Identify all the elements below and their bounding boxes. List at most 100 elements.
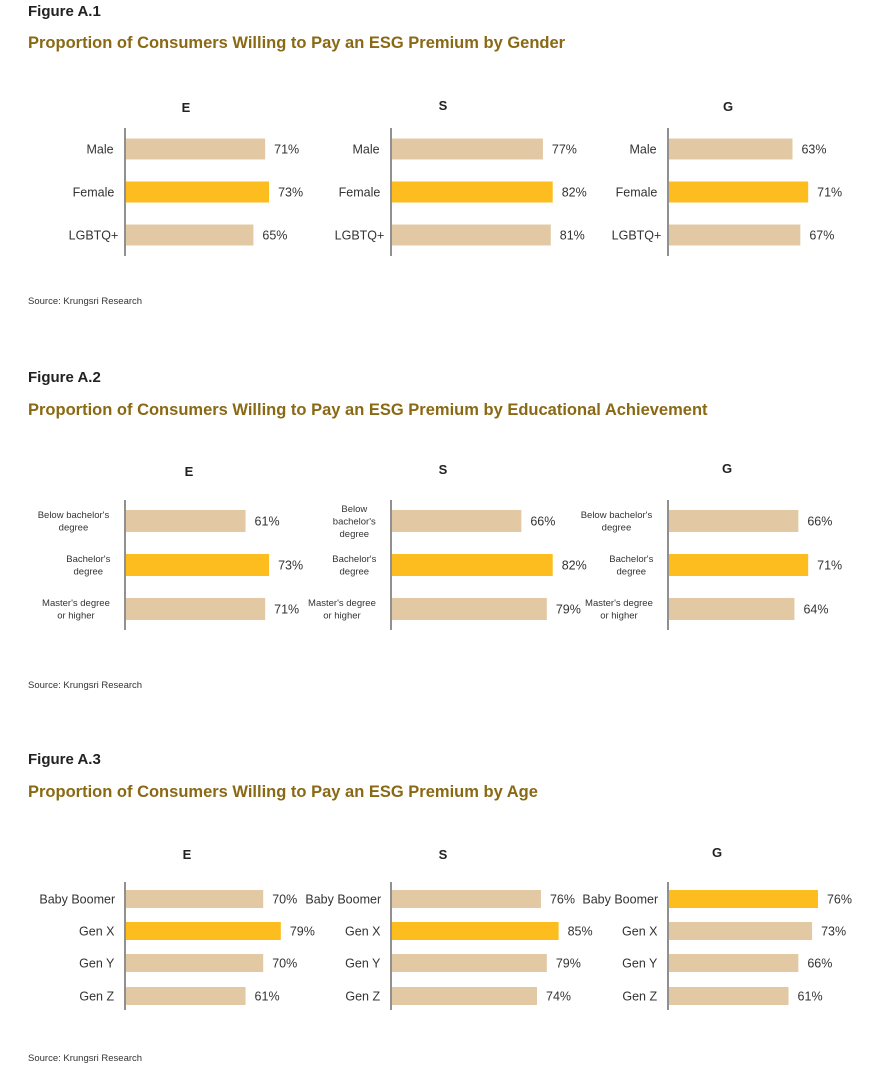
- bar: [669, 181, 809, 203]
- category-label-line: or higher: [57, 611, 95, 622]
- bar: [669, 138, 793, 160]
- bar: [126, 224, 254, 246]
- data-label: 71%: [817, 186, 842, 200]
- category-label: Baby Boomer: [39, 892, 115, 906]
- category-label-line: Male: [352, 142, 379, 156]
- figure-a1-source: Source: Krungsri Research: [28, 296, 143, 307]
- bar: [126, 954, 264, 972]
- category-label-line: degree: [59, 523, 89, 534]
- data-label: 79%: [556, 957, 581, 971]
- data-label: 73%: [278, 186, 303, 200]
- data-label: 70%: [272, 893, 297, 907]
- category-label-line: or higher: [600, 611, 638, 622]
- chart-title: E: [183, 847, 192, 862]
- category-label: Below bachelor's degree: [581, 510, 653, 534]
- chart-title: G: [712, 845, 722, 860]
- data-label: 63%: [801, 143, 826, 157]
- category-label-line: Baby Boomer: [305, 892, 381, 906]
- data-label: 71%: [274, 143, 299, 157]
- category-label: Female: [339, 185, 381, 199]
- category-label: Gen Z: [622, 989, 657, 1003]
- bar: [392, 954, 547, 972]
- category-label: Female: [73, 185, 115, 199]
- bar: [392, 138, 543, 160]
- bar: [669, 890, 818, 908]
- data-label: 61%: [255, 990, 280, 1004]
- bar: [392, 554, 553, 576]
- bar: [392, 224, 551, 246]
- category-label-line: Female: [339, 185, 381, 199]
- category-label-line: Baby Boomer: [39, 892, 115, 906]
- category-label-line: Master's degree: [585, 598, 653, 609]
- category-label: Gen Y: [345, 956, 381, 970]
- category-label: Master's degree or higher: [308, 598, 376, 622]
- chart-8: S 76% Baby Boomer 85% Gen X 79% Gen Y 74% Gen Z: [305, 847, 593, 1010]
- bar: [126, 890, 264, 908]
- category-label-line: Gen X: [622, 924, 658, 938]
- bar: [126, 181, 270, 203]
- bar: [669, 987, 789, 1005]
- bar: [669, 598, 795, 620]
- bar: [669, 510, 799, 532]
- category-label-line: degree: [340, 567, 370, 578]
- data-label: 85%: [568, 925, 593, 939]
- category-label: Gen Z: [345, 989, 380, 1003]
- figure-a2-source: Source: Krungsri Research: [28, 680, 143, 691]
- bar: [669, 554, 809, 576]
- data-label: 70%: [272, 957, 297, 971]
- figure-a3-label: Figure A.3: [28, 751, 101, 768]
- category-label-line: Master's degree: [42, 598, 110, 609]
- figure-a1-title: Proportion of Consumers Willing to Pay a…: [28, 34, 566, 52]
- category-label-line: Gen X: [79, 924, 115, 938]
- data-label: 76%: [827, 893, 852, 907]
- category-label: Male: [629, 142, 656, 156]
- bar: [669, 922, 813, 940]
- category-label: Female: [616, 185, 658, 199]
- category-label-line: Gen Z: [79, 989, 114, 1003]
- category-label-line: LGBTQ+: [69, 228, 119, 242]
- category-label-line: Gen X: [345, 924, 381, 938]
- bar: [392, 598, 547, 620]
- bar: [392, 890, 541, 908]
- chart-title: E: [182, 100, 191, 115]
- data-label: 66%: [807, 515, 832, 529]
- data-label: 71%: [817, 559, 842, 573]
- category-label-line: Bachelor's: [609, 554, 653, 565]
- data-label: 64%: [803, 603, 828, 617]
- bar: [392, 987, 538, 1005]
- chart-9: G 76% Baby Boomer 73% Gen X 66% Gen Y 61% Gen Z: [582, 845, 852, 1010]
- category-label-line: Bachelor's: [332, 554, 376, 565]
- data-label: 61%: [798, 990, 823, 1004]
- data-label: 61%: [255, 515, 280, 529]
- chart-title: S: [439, 847, 448, 862]
- category-label: Gen Z: [79, 989, 114, 1003]
- bar: [392, 510, 522, 532]
- data-label: 74%: [546, 990, 571, 1004]
- category-label-line: Female: [616, 185, 658, 199]
- category-label: Below bachelor's degree: [38, 510, 110, 534]
- data-label: 67%: [809, 229, 834, 243]
- chart-4: E 61% Below bachelor's degree 73% Bachelor's d…: [38, 464, 303, 630]
- category-label-line: degree: [340, 529, 370, 540]
- chart-3: G 63% Male 71% Female 67% LGBTQ+: [612, 99, 842, 256]
- bar: [126, 510, 246, 532]
- data-label: 81%: [560, 229, 585, 243]
- figure-a1-label: Figure A.1: [28, 3, 101, 20]
- category-label-line: Baby Boomer: [582, 892, 658, 906]
- data-label: 73%: [278, 559, 303, 573]
- data-label: 65%: [262, 229, 287, 243]
- chart-title: E: [185, 464, 194, 479]
- category-label: Gen Y: [622, 956, 658, 970]
- category-label-line: Below bachelor's: [581, 510, 653, 521]
- category-label-line: degree: [617, 567, 647, 578]
- bar: [126, 922, 281, 940]
- category-label-line: Gen Y: [622, 956, 658, 970]
- category-label: LGBTQ+: [69, 228, 119, 242]
- category-label: LGBTQ+: [612, 228, 662, 242]
- category-label-line: Below bachelor's: [38, 510, 110, 521]
- category-label: Master's degree or higher: [42, 598, 110, 622]
- category-label-line: Male: [629, 142, 656, 156]
- bar: [126, 554, 270, 576]
- category-label-line: LGBTQ+: [612, 228, 662, 242]
- bar: [126, 987, 246, 1005]
